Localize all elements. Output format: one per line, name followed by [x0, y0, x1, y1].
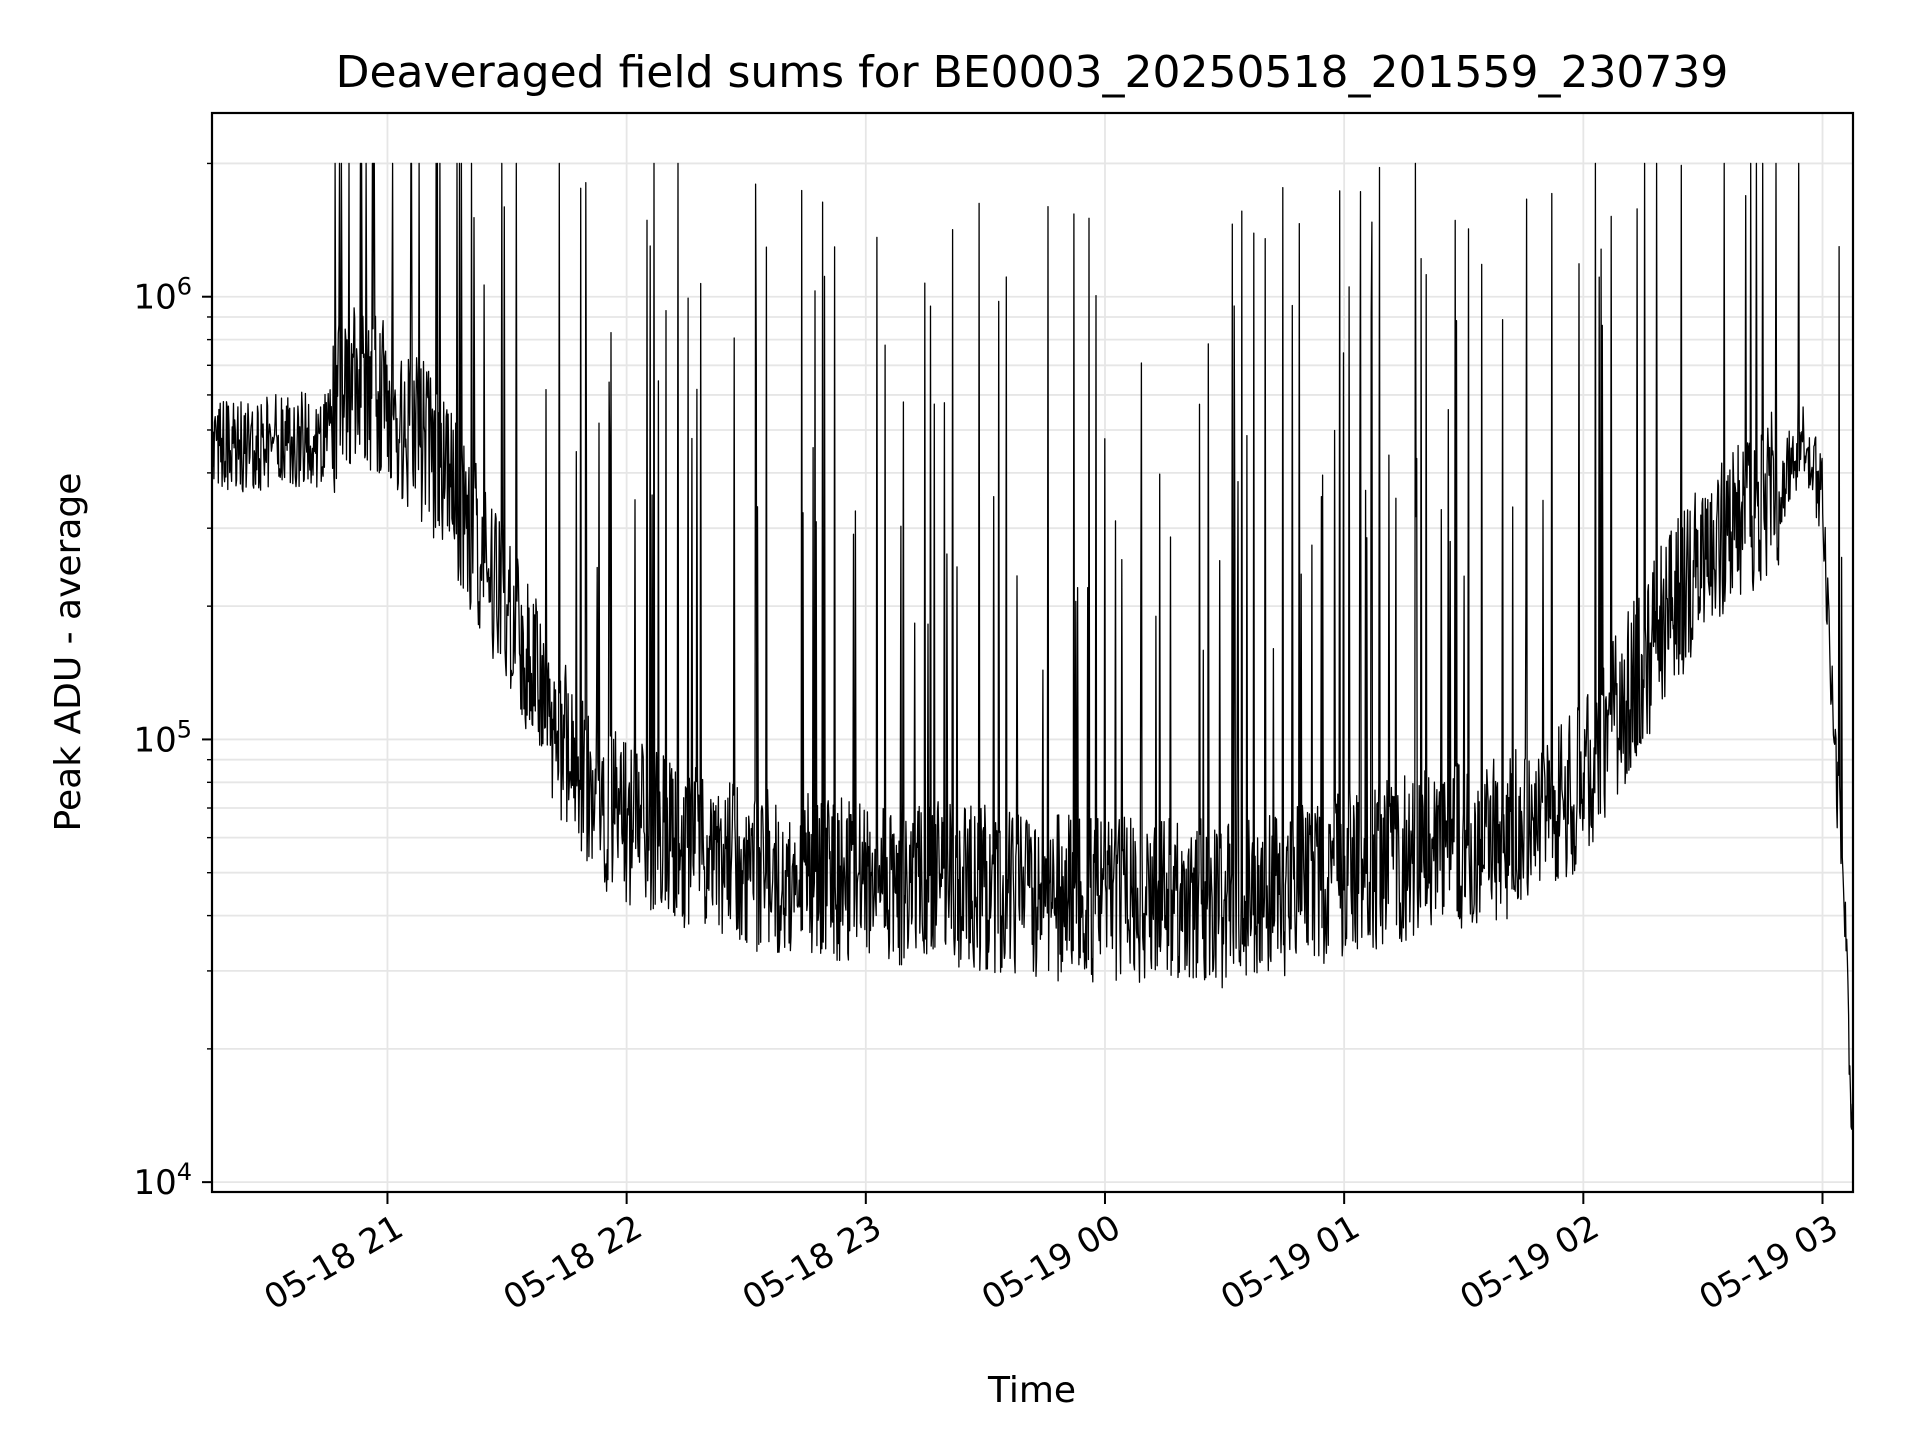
y-axis: 104 105 106	[133, 162, 212, 1203]
x-axis-label: Time	[987, 1370, 1076, 1411]
y-axis-label: Peak ADU - average	[48, 473, 89, 832]
chart-title: Deaveraged field sums for BE0003_2025051…	[336, 47, 1729, 98]
y-tick-label: 106	[133, 273, 192, 318]
y-tick-label: 104	[133, 1158, 192, 1203]
series-line	[211, 162, 1854, 1130]
data-layer	[211, 162, 1854, 1130]
y-tick-label: 105	[133, 715, 192, 760]
plot-frame	[210, 111, 1855, 1194]
